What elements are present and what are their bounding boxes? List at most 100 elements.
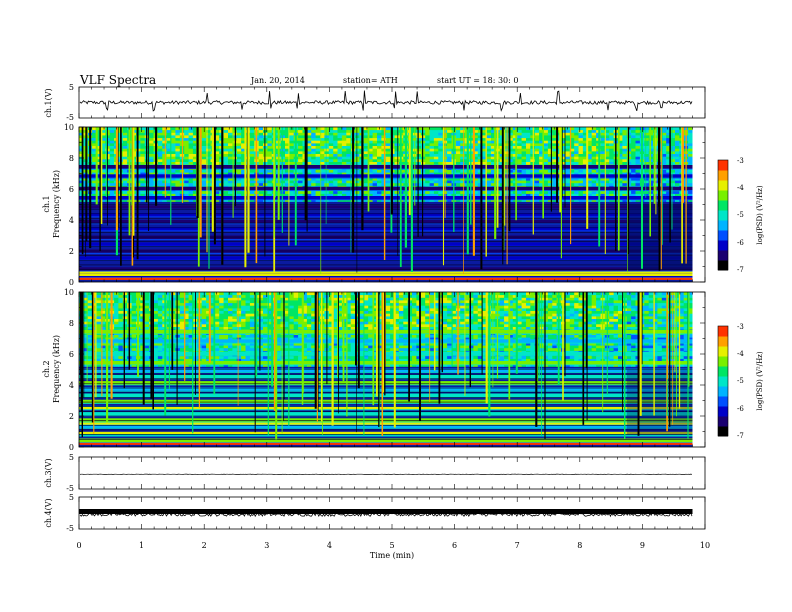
spectrogram-cell: [157, 302, 163, 306]
spectrogram-cell: [236, 135, 242, 139]
spectrogram-cell: [140, 142, 146, 146]
spectrogram-cell: [482, 150, 487, 154]
spectrogram-cell: [214, 127, 220, 131]
spectrogram-cell: [228, 180, 233, 184]
spectrogram-cell: [578, 190, 584, 194]
spectrogram-cell: [315, 198, 321, 202]
spectrogram-cell: [92, 313, 97, 317]
spectrogram-cell: [223, 156, 229, 160]
spectrogram-cell: [508, 142, 514, 146]
spectrogram-cell: [582, 156, 588, 160]
spectrogram-cell: [653, 145, 658, 149]
spectrogram-cell: [561, 135, 566, 139]
spectrogram-cell: [578, 127, 584, 131]
spectrogram-cell: [179, 355, 185, 359]
spectrogram-cell: [618, 129, 623, 133]
spectrogram-cell: [420, 198, 426, 202]
spectrogram-cell: [214, 129, 220, 133]
spectrogram-cell: [315, 190, 321, 194]
spectrogram-cell: [184, 169, 189, 173]
spectrogram-cell: [298, 182, 303, 186]
spectrogram-cell: [210, 337, 216, 341]
spectrogram-cell: [87, 292, 93, 296]
ch1-waveform-ytick: 5: [69, 83, 74, 92]
spectrogram-cell: [425, 129, 430, 133]
spectrogram-cell: [477, 177, 483, 181]
spectrogram-cell: [83, 305, 89, 309]
spectrogram-cell: [298, 172, 303, 176]
spectrogram-cell: [429, 180, 435, 184]
spectrogram-cell: [96, 355, 102, 359]
spectrogram-cell: [670, 148, 676, 152]
spectrogram-cell: [100, 315, 106, 319]
spectrogram-cell: [447, 127, 452, 131]
spectrogram-cell: [618, 140, 623, 144]
spectrogram-cell: [504, 142, 509, 146]
spectrogram-cell: [569, 135, 575, 139]
spectrogram-cell: [100, 142, 106, 146]
spectrogram-cell: [670, 172, 676, 176]
spectrogram-cell: [162, 156, 168, 160]
spectrogram-cell: [587, 153, 593, 157]
spectrogram-cell: [223, 140, 229, 144]
spectrogram-cell: [455, 148, 461, 152]
spectrogram-cell: [473, 150, 479, 154]
spectrogram-cell: [206, 345, 211, 349]
spectrogram-cell: [355, 193, 360, 197]
spectrogram-cell: [210, 334, 216, 338]
spectrogram-cell: [508, 190, 514, 194]
spectrogram-cell: [171, 137, 176, 141]
spectrogram-cell: [688, 150, 693, 154]
spectrogram-cell: [83, 300, 89, 304]
spectrogram-cell: [455, 137, 461, 141]
spectrogram-cell: [92, 334, 97, 338]
spectrogram-cell: [416, 140, 422, 144]
ch1-freq-tick-8: 8: [69, 154, 74, 163]
spectrogram-cell: [530, 135, 536, 139]
spectrogram-cell: [175, 150, 181, 154]
spectrogram-cell: [188, 129, 194, 133]
spectrogram-cell: [385, 198, 391, 202]
spectrogram-cell: [526, 142, 531, 146]
spectrogram-cell: [648, 142, 654, 146]
spectrogram-cell: [455, 140, 461, 144]
spectrogram-cell: [539, 177, 544, 181]
spectrogram-cell: [653, 158, 658, 162]
spectrogram-cell: [153, 310, 159, 314]
spectrogram-cell: [87, 355, 93, 359]
spectrogram-cell: [460, 158, 465, 162]
spectrogram-cell: [192, 148, 198, 152]
spectrogram-cell: [569, 190, 575, 194]
spectrogram-cell: [346, 127, 352, 131]
spectrogram-cell: [486, 161, 492, 165]
spectrogram-cell: [100, 190, 106, 194]
spectrogram-cell: [122, 300, 128, 304]
spectrogram-cell: [591, 177, 597, 181]
spectrogram-cell: [582, 132, 588, 136]
spectrogram-cell: [258, 169, 264, 173]
start-time-label: start UT = 18: 30: 0: [437, 76, 519, 85]
spectrogram-cell: [289, 182, 295, 186]
spectrogram-cell: [258, 182, 264, 186]
spectrogram-cell: [109, 158, 115, 162]
spectrogram-cell: [504, 153, 509, 157]
spectrogram-cell: [648, 190, 654, 194]
spectrogram-cell: [372, 156, 378, 160]
spectrogram-cell: [79, 169, 84, 173]
spectrogram-cell: [171, 145, 176, 149]
spectrogram-cell: [157, 142, 163, 146]
spectrogram-cell: [171, 355, 176, 359]
spectrogram-cell: [455, 180, 461, 184]
spectrogram-cell: [626, 140, 632, 144]
spectrogram-cell: [171, 334, 176, 338]
spectrogram-cell: [416, 169, 422, 173]
spectrogram-cell: [455, 172, 461, 176]
spectrogram-cell: [508, 127, 514, 131]
spectrogram-cell: [604, 150, 610, 154]
spectrogram-cell: [280, 172, 286, 176]
spectrogram-cell: [473, 177, 479, 181]
spectrogram-cell: [372, 129, 378, 133]
spectrogram-cell: [433, 150, 439, 154]
spectrogram-cell: [118, 307, 124, 311]
spectrogram-cell: [561, 158, 566, 162]
